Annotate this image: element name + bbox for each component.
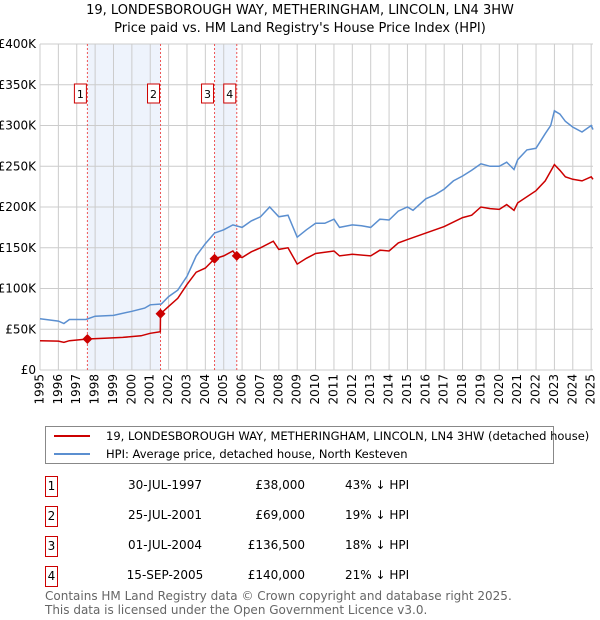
x-tick-label: 1995 bbox=[33, 374, 47, 405]
y-tick-label: £250K bbox=[0, 159, 37, 173]
chart-subtitle: Price paid vs. HM Land Registry's House … bbox=[114, 21, 486, 36]
y-tick-label: £300K bbox=[0, 119, 37, 133]
x-tick-label: 2000 bbox=[124, 374, 138, 405]
sale-point bbox=[209, 253, 220, 264]
sale-price: £140,000 bbox=[247, 568, 305, 582]
x-tick-label: 2004 bbox=[198, 374, 212, 405]
y-tick-label: £200K bbox=[0, 200, 37, 214]
x-tick-label: 2011 bbox=[326, 374, 340, 405]
sale-marker-label: 1 bbox=[77, 88, 84, 101]
footer: Contains HM Land Registry data © Crown c… bbox=[45, 589, 512, 617]
footer-line-1: Contains HM Land Registry data © Crown c… bbox=[45, 589, 512, 603]
sale-point bbox=[231, 250, 242, 261]
x-tick-label: 1998 bbox=[88, 374, 102, 405]
sale-marker-label: 4 bbox=[226, 88, 233, 101]
legend-item-property: 19, LONDESBOROUGH WAY, METHERINGHAM, LIN… bbox=[54, 428, 589, 444]
y-tick-label: £350K bbox=[0, 78, 37, 92]
y-tick-label: £0 bbox=[21, 363, 36, 377]
legend-line-red bbox=[54, 435, 90, 437]
sale-price: £69,000 bbox=[255, 508, 305, 522]
sale-hpi-diff: 21% ↓ HPI bbox=[345, 568, 410, 582]
sale-marker-box bbox=[73, 83, 87, 104]
legend-label-property: 19, LONDESBOROUGH WAY, METHERINGHAM, LIN… bbox=[106, 429, 590, 443]
sale-marker-label: 3 bbox=[204, 88, 211, 101]
sale-price: £38,000 bbox=[255, 478, 305, 492]
sale-point bbox=[82, 334, 93, 345]
x-tick-label: 2014 bbox=[382, 374, 396, 405]
series-line bbox=[39, 109, 594, 325]
sale-date: 15-SEP-2005 bbox=[126, 568, 204, 582]
legend-item-hpi: HPI: Average price, detached house, Nort… bbox=[54, 446, 408, 462]
sale-number: 1 bbox=[45, 476, 58, 497]
sale-date: 25-JUL-2001 bbox=[128, 508, 202, 522]
x-tick-label: 2003 bbox=[179, 374, 193, 405]
sale-row: 4 15-SEP-2005 £140,000 21% ↓ HPI bbox=[45, 566, 445, 588]
x-tick-label: 2005 bbox=[216, 374, 230, 405]
sale-marker-label: 2 bbox=[150, 88, 157, 101]
x-tick-label: 2020 bbox=[492, 374, 506, 405]
chart-title: 19, LONDESBOROUGH WAY, METHERINGHAM, LIN… bbox=[86, 3, 514, 18]
sale-number: 2 bbox=[45, 506, 58, 527]
x-tick-label: 2013 bbox=[363, 374, 377, 405]
x-tick-label: 2019 bbox=[473, 374, 487, 405]
x-tick-label: 2024 bbox=[565, 374, 579, 405]
x-tick-label: 2021 bbox=[510, 374, 524, 405]
x-tick-label: 2023 bbox=[547, 374, 561, 405]
x-tick-label: 1999 bbox=[106, 374, 120, 405]
sale-number: 3 bbox=[45, 536, 58, 557]
x-tick-label: 2007 bbox=[253, 374, 267, 405]
x-tick-label: 2025 bbox=[584, 374, 598, 405]
sale-hpi-diff: 19% ↓ HPI bbox=[345, 508, 410, 522]
y-tick-label: £50K bbox=[5, 322, 37, 336]
x-tick-label: 2017 bbox=[437, 374, 451, 405]
y-tick-label: £400K bbox=[0, 37, 37, 51]
x-tick-label: 2002 bbox=[161, 374, 175, 405]
sale-point bbox=[155, 308, 166, 319]
footer-line-2: This data is licensed under the Open Gov… bbox=[45, 603, 428, 617]
sale-marker-box bbox=[147, 83, 161, 104]
x-tick-label: 2006 bbox=[235, 374, 249, 405]
sale-number: 4 bbox=[45, 566, 58, 587]
sale-date: 01-JUL-2004 bbox=[128, 538, 202, 552]
sale-hpi-diff: 43% ↓ HPI bbox=[345, 478, 410, 492]
sale-marker-box bbox=[201, 83, 215, 104]
y-tick-label: £150K bbox=[0, 241, 37, 255]
sale-row: 2 25-JUL-2001 £69,000 19% ↓ HPI bbox=[45, 506, 445, 528]
series-line bbox=[39, 163, 594, 344]
sale-row: 3 01-JUL-2004 £136,500 18% ↓ HPI bbox=[45, 536, 445, 558]
sale-marker-box bbox=[223, 83, 237, 104]
y-tick-label: £100K bbox=[0, 282, 37, 296]
sale-hpi-diff: 18% ↓ HPI bbox=[345, 538, 410, 552]
x-tick-label: 2010 bbox=[308, 374, 322, 405]
sale-price: £136,500 bbox=[247, 538, 305, 552]
sale-date: 30-JUL-1997 bbox=[128, 478, 202, 492]
legend-line-blue bbox=[54, 453, 90, 455]
x-tick-label: 2009 bbox=[290, 374, 304, 405]
x-tick-label: 2018 bbox=[455, 374, 469, 405]
price-chart: 1995 1996 1997 1998 1999 2000 2001 2002 2003 2004… bbox=[0, 37, 598, 405]
sale-row: 1 30-JUL-1997 £38,000 43% ↓ HPI bbox=[45, 476, 445, 498]
x-tick-label: 2016 bbox=[418, 374, 432, 405]
x-tick-label: 2015 bbox=[400, 374, 414, 405]
x-tick-label: 2022 bbox=[529, 374, 543, 405]
legend: 19, LONDESBOROUGH WAY, METHERINGHAM, LIN… bbox=[45, 426, 589, 464]
x-tick-label: 1997 bbox=[69, 374, 83, 405]
x-tick-label: 2012 bbox=[345, 374, 359, 405]
x-tick-label: 2008 bbox=[271, 374, 285, 405]
x-tick-label: 2001 bbox=[143, 374, 157, 405]
x-tick-label: 1996 bbox=[51, 374, 65, 405]
legend-label-hpi: HPI: Average price, detached house, Nort… bbox=[106, 447, 408, 461]
